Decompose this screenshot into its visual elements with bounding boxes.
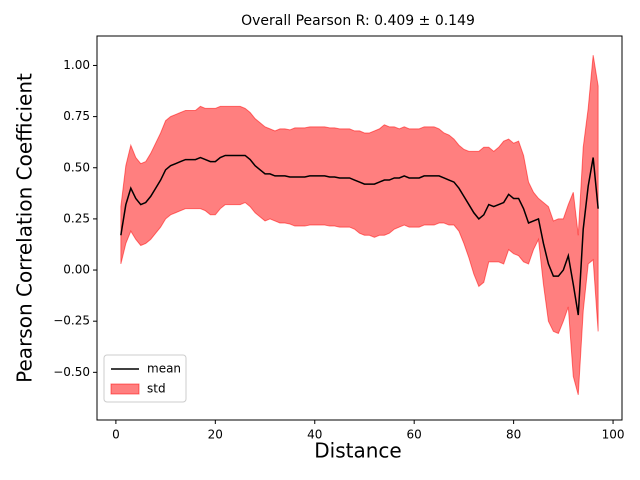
- y-tick-label: 0.25: [63, 211, 90, 225]
- y-tick-label: 0.00: [63, 263, 90, 277]
- legend-label: std: [147, 382, 166, 396]
- x-tick-label: 80: [506, 428, 521, 442]
- legend-swatch: [110, 383, 140, 395]
- y-axis-label: Pearson Correlation Coefficient: [13, 73, 37, 383]
- std-band: [120, 55, 599, 395]
- y-tick-label: 0.75: [63, 109, 90, 123]
- mean-line: [120, 154, 599, 316]
- x-tick-label: 20: [208, 428, 223, 442]
- y-tick-label: −0.25: [53, 314, 90, 328]
- y-tick-label: 1.00: [63, 58, 90, 72]
- x-axis-label: Distance: [314, 439, 401, 463]
- y-tick-label: −0.50: [53, 365, 90, 379]
- x-tick-label: 0: [112, 428, 120, 442]
- chart-title: Overall Pearson R: 0.409 ± 0.149: [241, 13, 475, 29]
- x-tick-label: 100: [602, 428, 625, 442]
- legend-label: mean: [147, 362, 181, 376]
- plot-frame: [96, 35, 623, 421]
- x-tick-label: 60: [407, 428, 422, 442]
- x-tick-label: 40: [307, 428, 322, 442]
- y-tick-label: 0.50: [63, 160, 90, 174]
